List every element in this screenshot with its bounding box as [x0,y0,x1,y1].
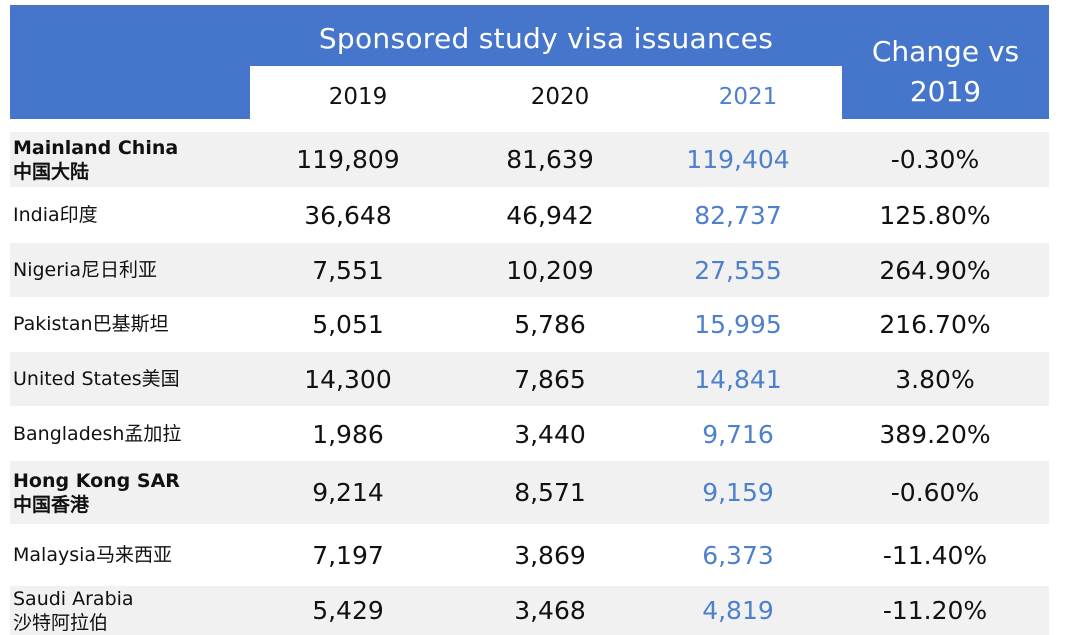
table-row: Malaysia马来西亚 7,197 3,869 6,373 -11.40% [10,526,1049,584]
row-label-en: Bangladesh孟加拉 [13,423,182,445]
cell-change: -11.20% [882,596,988,625]
column-header-change: Change vs 2019 [842,32,1049,112]
row-label-en: United States美国 [13,368,180,390]
cell-v2019: 119,809 [296,145,400,174]
row-label-en: Mainland China [13,136,179,159]
cell-v2021: 9,716 [702,419,774,449]
row-label: Nigeria尼日利亚 [13,243,157,297]
cell-change: 264.90% [879,255,991,285]
cell-v2020: 81,639 [506,145,594,174]
cell-v2019: 14,300 [304,364,392,394]
cell-v2021: 9,159 [702,478,774,507]
cell-v2020: 5,786 [514,309,586,339]
row-label: Malaysia马来西亚 [13,526,172,584]
cell-v2020: 3,440 [514,419,586,449]
cell-v2020: 46,942 [506,200,594,230]
cell-v2019: 7,197 [312,540,384,570]
row-label-cn: 中国大陆 [13,160,90,183]
cell-change: -11.40% [882,540,988,570]
cell-v2020: 10,209 [506,255,594,285]
year-header-band [250,66,842,119]
cell-v2019: 5,051 [312,309,384,339]
cell-v2021: 82,737 [694,200,782,230]
table-row: Pakistan巴基斯坦 5,051 5,786 15,995 216.70% [10,297,1049,351]
cell-v2019: 36,648 [304,200,392,230]
cell-change: 389.20% [879,419,991,449]
cell-change: 216.70% [879,309,991,339]
change-header-line2: 2019 [909,75,982,108]
cell-v2020: 3,468 [514,596,586,625]
cell-v2020: 7,865 [514,364,586,394]
cell-v2021: 119,404 [686,145,790,174]
row-label-en: Saudi Arabia [13,587,134,610]
row-label-en: Pakistan巴基斯坦 [13,313,169,335]
row-label-en: Malaysia马来西亚 [13,544,173,566]
cell-v2021: 15,995 [694,309,782,339]
row-label-en: Nigeria尼日利亚 [13,259,157,281]
table-row: Hong Kong SAR 中国香港 9,214 8,571 9,159 -0.60% [10,461,1049,524]
cell-change: -0.60% [890,478,980,507]
row-label-cn: 沙特阿拉伯 [13,611,109,634]
cell-v2021: 4,819 [702,596,774,625]
row-label-en: Hong Kong SAR [13,469,180,492]
table-title: Sponsored study visa issuances [318,22,774,55]
table-row: Nigeria尼日利亚 7,551 10,209 27,555 264.90% [10,243,1049,297]
table-row: Bangladesh孟加拉 1,986 3,440 9,716 389.20% [10,407,1049,461]
column-header-2020: 2020 [530,84,590,110]
row-label-cn: 中国香港 [13,493,90,516]
cell-v2020: 8,571 [514,478,586,507]
change-header-line1: Change vs [871,35,1020,68]
column-header-2021: 2021 [718,84,778,110]
cell-v2019: 5,429 [312,596,384,625]
table-row: United States美国 14,300 7,865 14,841 3.80% [10,352,1049,406]
row-label: United States美国 [13,352,180,406]
row-label: Mainland China 中国大陆 [13,132,178,187]
row-label: Saudi Arabia 沙特阿拉伯 [13,586,134,635]
cell-change: 3.80% [895,364,975,394]
cell-change: -0.30% [890,145,980,174]
column-header-2019: 2019 [328,84,388,110]
table-row: Mainland China 中国大陆 119,809 81,639 119,404 -0… [10,132,1049,187]
cell-change: 125.80% [879,200,991,230]
cell-v2021: 27,555 [694,255,782,285]
cell-v2021: 6,373 [702,540,774,570]
cell-v2019: 1,986 [312,419,384,449]
row-label: India印度 [13,188,98,242]
row-label: Hong Kong SAR 中国香港 [13,461,180,524]
cell-v2019: 9,214 [312,478,384,507]
table-row: Saudi Arabia 沙特阿拉伯 5,429 3,468 4,819 -11.20% [10,586,1049,635]
cell-v2020: 3,869 [514,540,586,570]
table-row: India印度 36,648 46,942 82,737 125.80% [10,188,1049,242]
row-label: Bangladesh孟加拉 [13,407,181,461]
row-label-en: India印度 [13,204,98,226]
cell-v2019: 7,551 [312,255,384,285]
row-label: Pakistan巴基斯坦 [13,297,169,351]
cell-v2021: 14,841 [694,364,782,394]
